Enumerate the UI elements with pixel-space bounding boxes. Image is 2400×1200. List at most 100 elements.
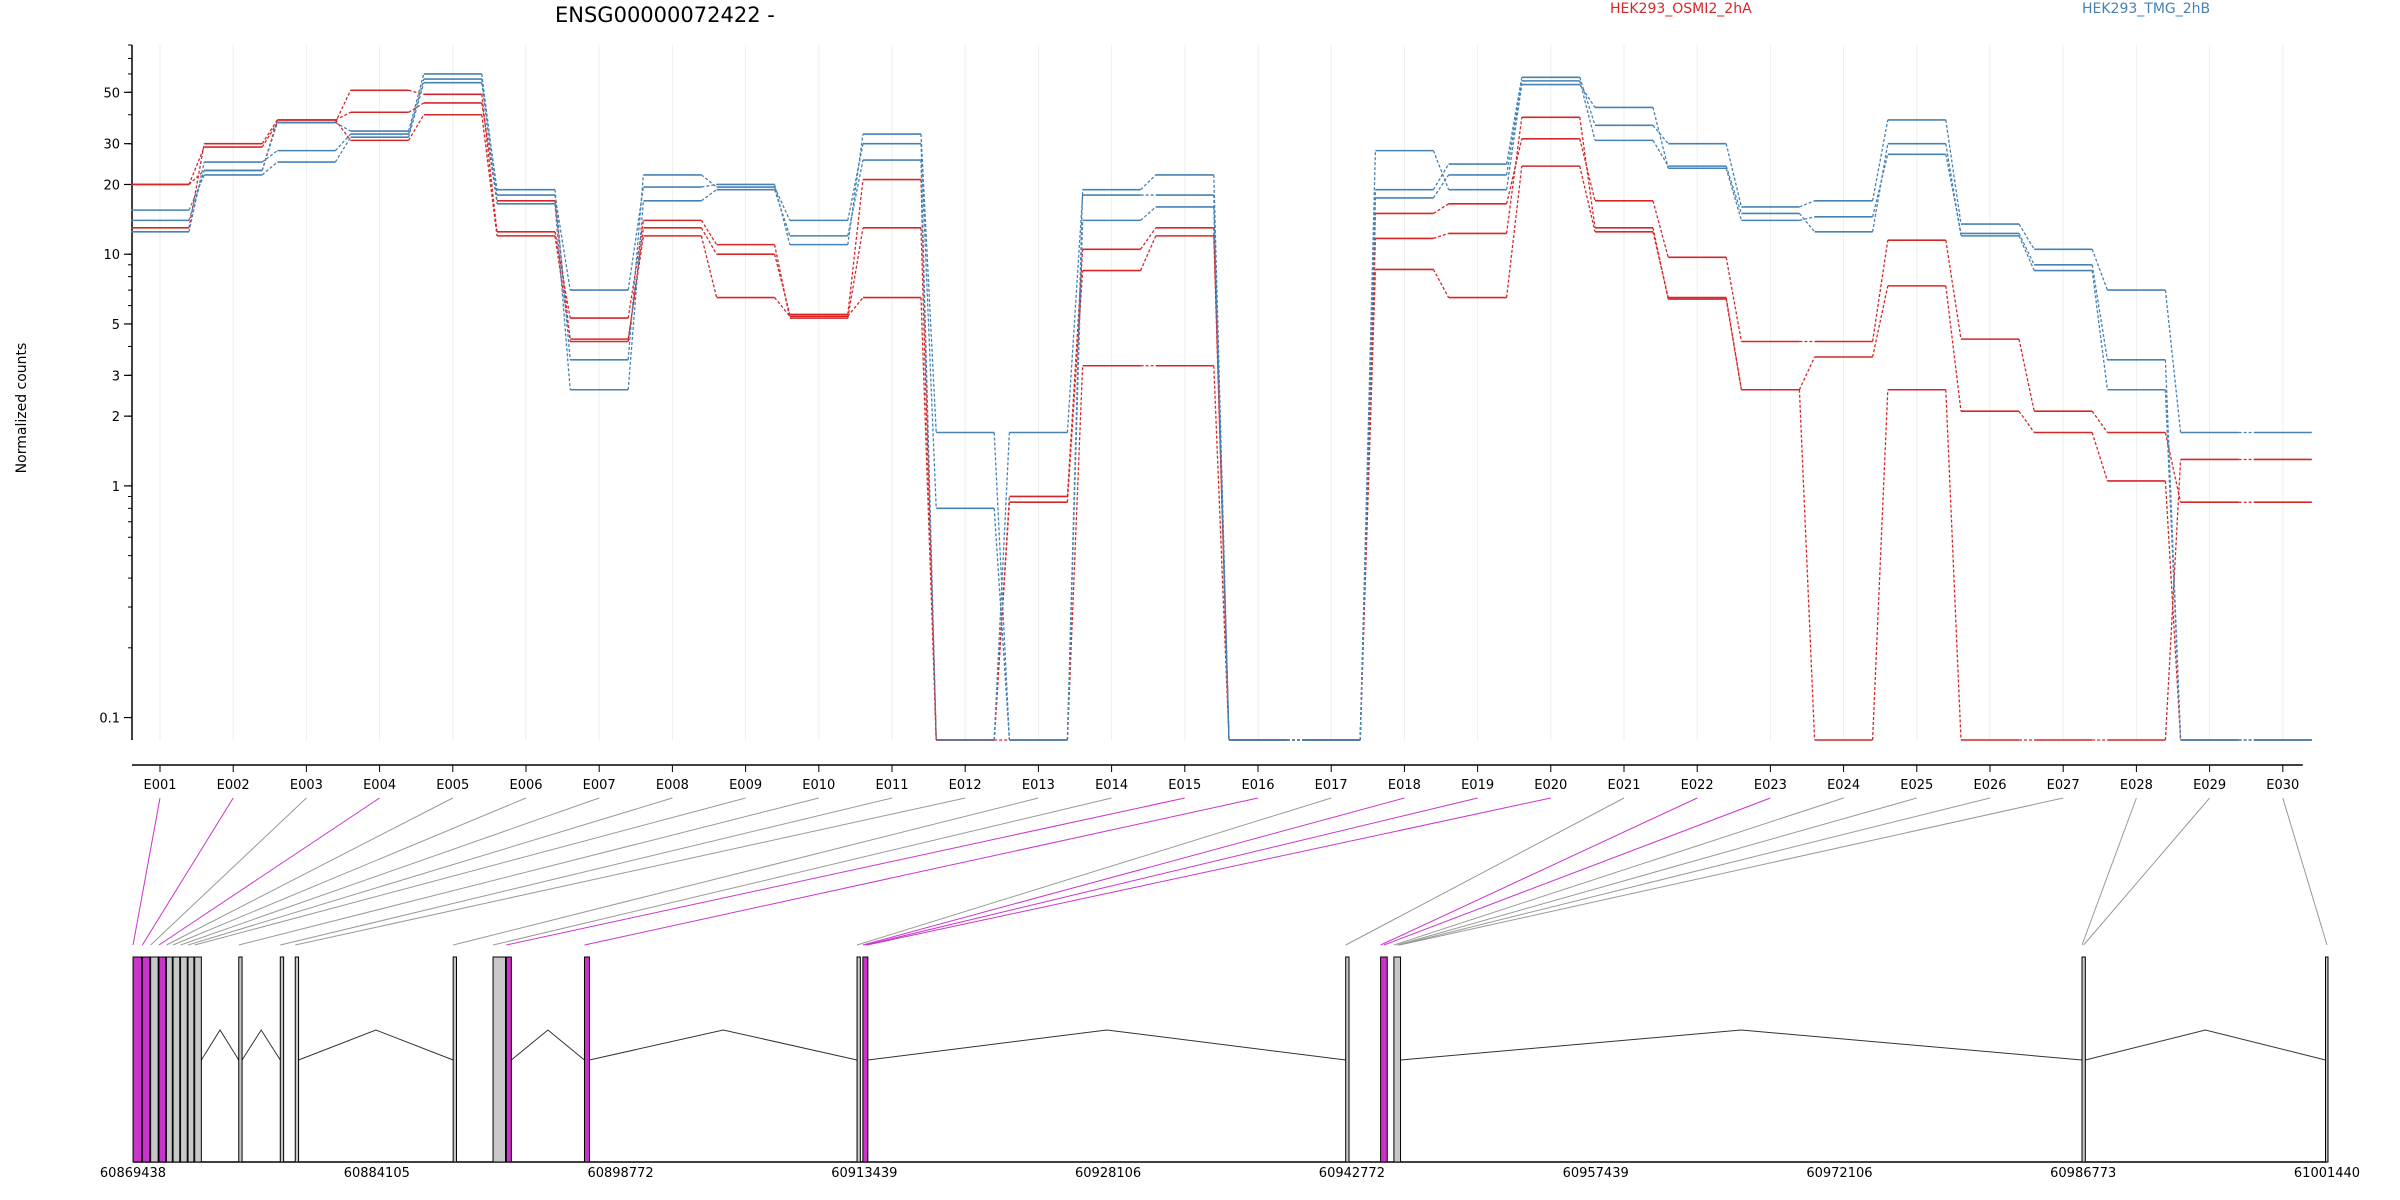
x-tick-label: E007	[583, 778, 616, 793]
y-tick-label: 50	[103, 86, 120, 101]
y-tick-label: 3	[112, 369, 120, 384]
series-connector	[1798, 356, 1816, 391]
series-connector	[1432, 269, 1450, 298]
x-tick-label: E022	[1681, 778, 1714, 793]
exon-connector	[132, 797, 161, 946]
series-connector	[1359, 150, 1377, 741]
y-tick-label: 1	[112, 480, 120, 495]
series-connector	[1945, 119, 1962, 225]
series-connector	[847, 297, 864, 317]
series-connector	[1505, 166, 1523, 298]
series-connector	[993, 432, 1011, 741]
exon-connector	[1398, 797, 1991, 946]
exon-connector	[2282, 797, 2328, 946]
series-connector	[920, 297, 937, 741]
legend-series-2: HEK293_TMG_2hB	[2082, 1, 2210, 17]
y-tick-label: 2	[112, 410, 120, 425]
x-tick-label: E020	[1534, 778, 1567, 793]
series-connector	[554, 235, 571, 340]
exon	[238, 956, 243, 1163]
series-connector	[627, 200, 645, 390]
series-connector	[1799, 200, 1815, 208]
exon-connector	[856, 797, 1332, 946]
exon-connector	[1399, 797, 2064, 946]
exon-highlighted	[141, 956, 151, 1163]
series-connector	[701, 183, 717, 188]
series-5	[131, 76, 2312, 741]
exon-connector	[2081, 797, 2137, 946]
series-connector	[700, 235, 718, 298]
series-connector	[1505, 77, 1523, 165]
x-tick-label: E027	[2047, 778, 2080, 793]
series-connector	[1066, 270, 1084, 503]
genomic-tick-label: 60942772	[1319, 1166, 1385, 1181]
series-connector	[1505, 80, 1523, 175]
series-connector	[2018, 410, 2035, 433]
exon-connector	[158, 797, 380, 946]
series-connector	[920, 143, 937, 509]
exon-connector	[180, 797, 600, 946]
series-connector	[1213, 174, 1230, 741]
series-connector	[847, 143, 864, 221]
series-connector	[2164, 432, 2182, 503]
series-connector	[188, 161, 205, 232]
exon-connector	[172, 797, 527, 946]
series-connector	[1505, 138, 1523, 204]
series-connector	[1871, 119, 1889, 201]
exon-highlighted	[1380, 956, 1388, 1163]
series-connector	[1652, 124, 1669, 145]
series-connector	[1433, 203, 1449, 214]
series-connector	[408, 102, 425, 113]
series-connector	[334, 136, 352, 163]
series-connector	[188, 170, 205, 221]
series-connector	[1945, 240, 1962, 340]
exon	[172, 956, 181, 1163]
y-tick-label: 5	[112, 318, 120, 333]
series-connector	[774, 297, 791, 317]
series-connector	[1798, 389, 1816, 741]
series-connector	[334, 119, 352, 141]
exon	[452, 956, 457, 1163]
series-connector	[261, 122, 279, 171]
exon-connector	[506, 797, 1185, 946]
series-connector	[1066, 189, 1084, 741]
series-connector	[1652, 140, 1669, 167]
legend-series-1: HEK293_OSMI2_2hA	[1610, 1, 1752, 17]
x-tick-label: E009	[729, 778, 762, 793]
series-connector	[1505, 84, 1523, 190]
series-connector	[335, 122, 351, 132]
genomic-tick-label: 60972106	[1806, 1166, 1872, 1181]
x-tick-label: E029	[2193, 778, 2226, 793]
series-connector	[847, 227, 864, 319]
series-connector	[1945, 389, 1962, 741]
exon-connector	[187, 797, 673, 946]
series-connector	[2018, 223, 2035, 250]
genomic-tick-label: 60928106	[1075, 1166, 1141, 1181]
exon	[856, 956, 861, 1163]
genomic-tick-label: 60957439	[1563, 1166, 1629, 1181]
x-tick-label: E010	[802, 778, 835, 793]
series-connector	[335, 111, 351, 121]
x-tick-label: E030	[2266, 778, 2299, 793]
exon-highlighted	[862, 956, 869, 1163]
series-connector	[2018, 235, 2035, 271]
series-connector	[1798, 213, 1816, 233]
x-tick-label: E011	[875, 778, 908, 793]
series-connector	[847, 179, 864, 315]
series-connector	[700, 227, 718, 255]
series-connector	[2091, 264, 2109, 360]
series-connector	[1652, 200, 1669, 258]
y-tick-label: 20	[103, 178, 120, 193]
exon-connector	[1383, 797, 1771, 946]
series-connector	[188, 174, 205, 211]
x-tick-label: E003	[290, 778, 323, 793]
series-connector	[1725, 257, 1743, 342]
x-tick-label: E013	[1022, 778, 1055, 793]
exon-highlighted	[158, 956, 167, 1163]
series-connector	[773, 184, 791, 245]
series-connector	[993, 432, 1011, 741]
x-tick-label: E018	[1388, 778, 1421, 793]
series-connector	[1725, 143, 1743, 208]
x-tick-label: E002	[217, 778, 250, 793]
x-tick-label: E023	[1754, 778, 1787, 793]
